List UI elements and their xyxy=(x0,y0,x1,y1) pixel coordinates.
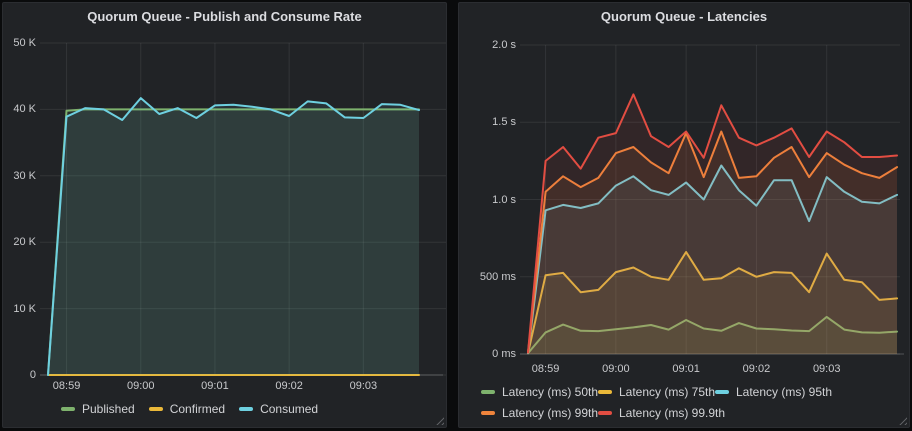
publish-consume-chart[interactable]: 0 10 K 20 K 30 K 40 K 50 K 08:59 09:00 09:01 09:0… xyxy=(3,3,446,427)
x-axis-tick-label: 09:00 xyxy=(602,363,630,375)
latencies-chart[interactable]: 0 ms 500 ms 1.0 s 1.5 s 2.0 s 08:59 09:00 09:01… xyxy=(459,3,909,427)
legend-item-latency-ms-99th[interactable]: Latency (ms) 99th xyxy=(481,406,598,420)
series-line xyxy=(47,97,420,376)
series-line xyxy=(47,108,420,376)
legend-series-color-icon xyxy=(239,407,254,411)
series-line xyxy=(527,93,898,354)
legend-series-color-icon xyxy=(598,411,612,415)
legend-item-latency-ms-75th[interactable]: Latency (ms) 75th xyxy=(598,385,715,399)
legend-series-label: Latency (ms) 75th xyxy=(619,385,716,399)
legend-item-latency-ms-95th[interactable]: Latency (ms) 95th xyxy=(715,385,832,399)
series-area xyxy=(528,131,897,354)
series-area xyxy=(528,252,897,354)
panel-publish-consume-rate: Quorum Queue - Publish and Consume Rate … xyxy=(2,2,447,428)
series-line xyxy=(527,130,898,354)
y-axis-tick-label: 40 K xyxy=(13,103,36,116)
y-axis-tick-label: 2.0 s xyxy=(492,39,516,51)
legend-series-label: Consumed xyxy=(260,402,319,416)
chart-legend: Latency (ms) 50th Latency (ms) 75th Latenc… xyxy=(481,385,832,420)
legend-series-color-icon xyxy=(481,390,495,394)
chart-canvas xyxy=(520,44,904,355)
x-axis-tick-label: 08:59 xyxy=(52,380,81,392)
series-line xyxy=(527,315,898,355)
panel-title[interactable]: Quorum Queue - Publish and Consume Rate xyxy=(87,9,362,24)
y-axis-tick-label: 20 K xyxy=(13,236,36,249)
legend-series-label: Latency (ms) 99th xyxy=(502,406,599,420)
x-axis-tick-label: 09:03 xyxy=(812,363,841,375)
series-area xyxy=(528,94,897,355)
legend-series-label: Latency (ms) 50th xyxy=(502,385,599,399)
legend-series-color-icon xyxy=(61,407,75,411)
legend-item-published[interactable]: Published xyxy=(61,402,135,416)
panel-title[interactable]: Quorum Queue - Latencies xyxy=(600,9,768,24)
chart-canvas xyxy=(40,42,446,376)
legend-series-color-icon xyxy=(148,407,163,411)
series-area xyxy=(48,98,419,375)
x-axis-tick-label: 09:03 xyxy=(349,380,378,392)
y-axis-tick-label: 50 K xyxy=(13,37,36,49)
legend-series-label: Latency (ms) 99.9th xyxy=(619,406,726,420)
legend-series-color-icon xyxy=(481,411,495,415)
legend-series-color-icon xyxy=(598,390,612,394)
series-line xyxy=(527,251,898,355)
legend-series-color-icon xyxy=(715,390,729,394)
legend-item-consumed[interactable]: Consumed xyxy=(239,402,318,416)
y-axis-tick-label: 1.5 s xyxy=(492,116,516,129)
legend-series-label: Confirmed xyxy=(169,402,226,416)
x-axis-tick-label: 09:01 xyxy=(201,380,229,392)
x-axis-tick-label: 08:59 xyxy=(531,363,560,375)
y-axis-tick-label: 30 K xyxy=(13,169,36,182)
panel-resize-handle-icon[interactable] xyxy=(898,416,907,425)
y-axis-tick-label: 500 ms xyxy=(479,270,516,283)
legend-item-latency-ms-99.9th[interactable]: Latency (ms) 99.9th xyxy=(598,406,725,420)
series-area xyxy=(48,109,419,376)
series-line xyxy=(527,164,898,355)
legend-series-label: Latency (ms) 95th xyxy=(736,385,833,399)
series-area xyxy=(528,316,897,354)
legend-item-confirmed[interactable]: Confirmed xyxy=(148,402,226,416)
legend-item-latency-ms-50th[interactable]: Latency (ms) 50th xyxy=(481,385,598,399)
y-axis-tick-label: 0 ms xyxy=(492,348,516,360)
panel-resize-handle-icon[interactable] xyxy=(435,416,444,425)
x-axis-tick-label: 09:02 xyxy=(742,363,771,375)
x-axis-tick-label: 09:02 xyxy=(275,380,303,392)
x-axis-tick-label: 09:01 xyxy=(672,363,700,375)
chart-legend: Published Confirmed Consumed xyxy=(61,402,318,416)
legend-series-label: Published xyxy=(82,402,135,416)
x-axis-tick-label: 09:00 xyxy=(126,380,155,392)
y-axis-tick-label: 1.0 s xyxy=(492,193,516,206)
panel-latencies: Quorum Queue - Latencies 0 ms 500 ms 1.0 s… xyxy=(458,2,910,428)
y-axis-tick-label: 10 K xyxy=(13,302,36,315)
y-axis-tick-label: 0 xyxy=(29,369,36,381)
